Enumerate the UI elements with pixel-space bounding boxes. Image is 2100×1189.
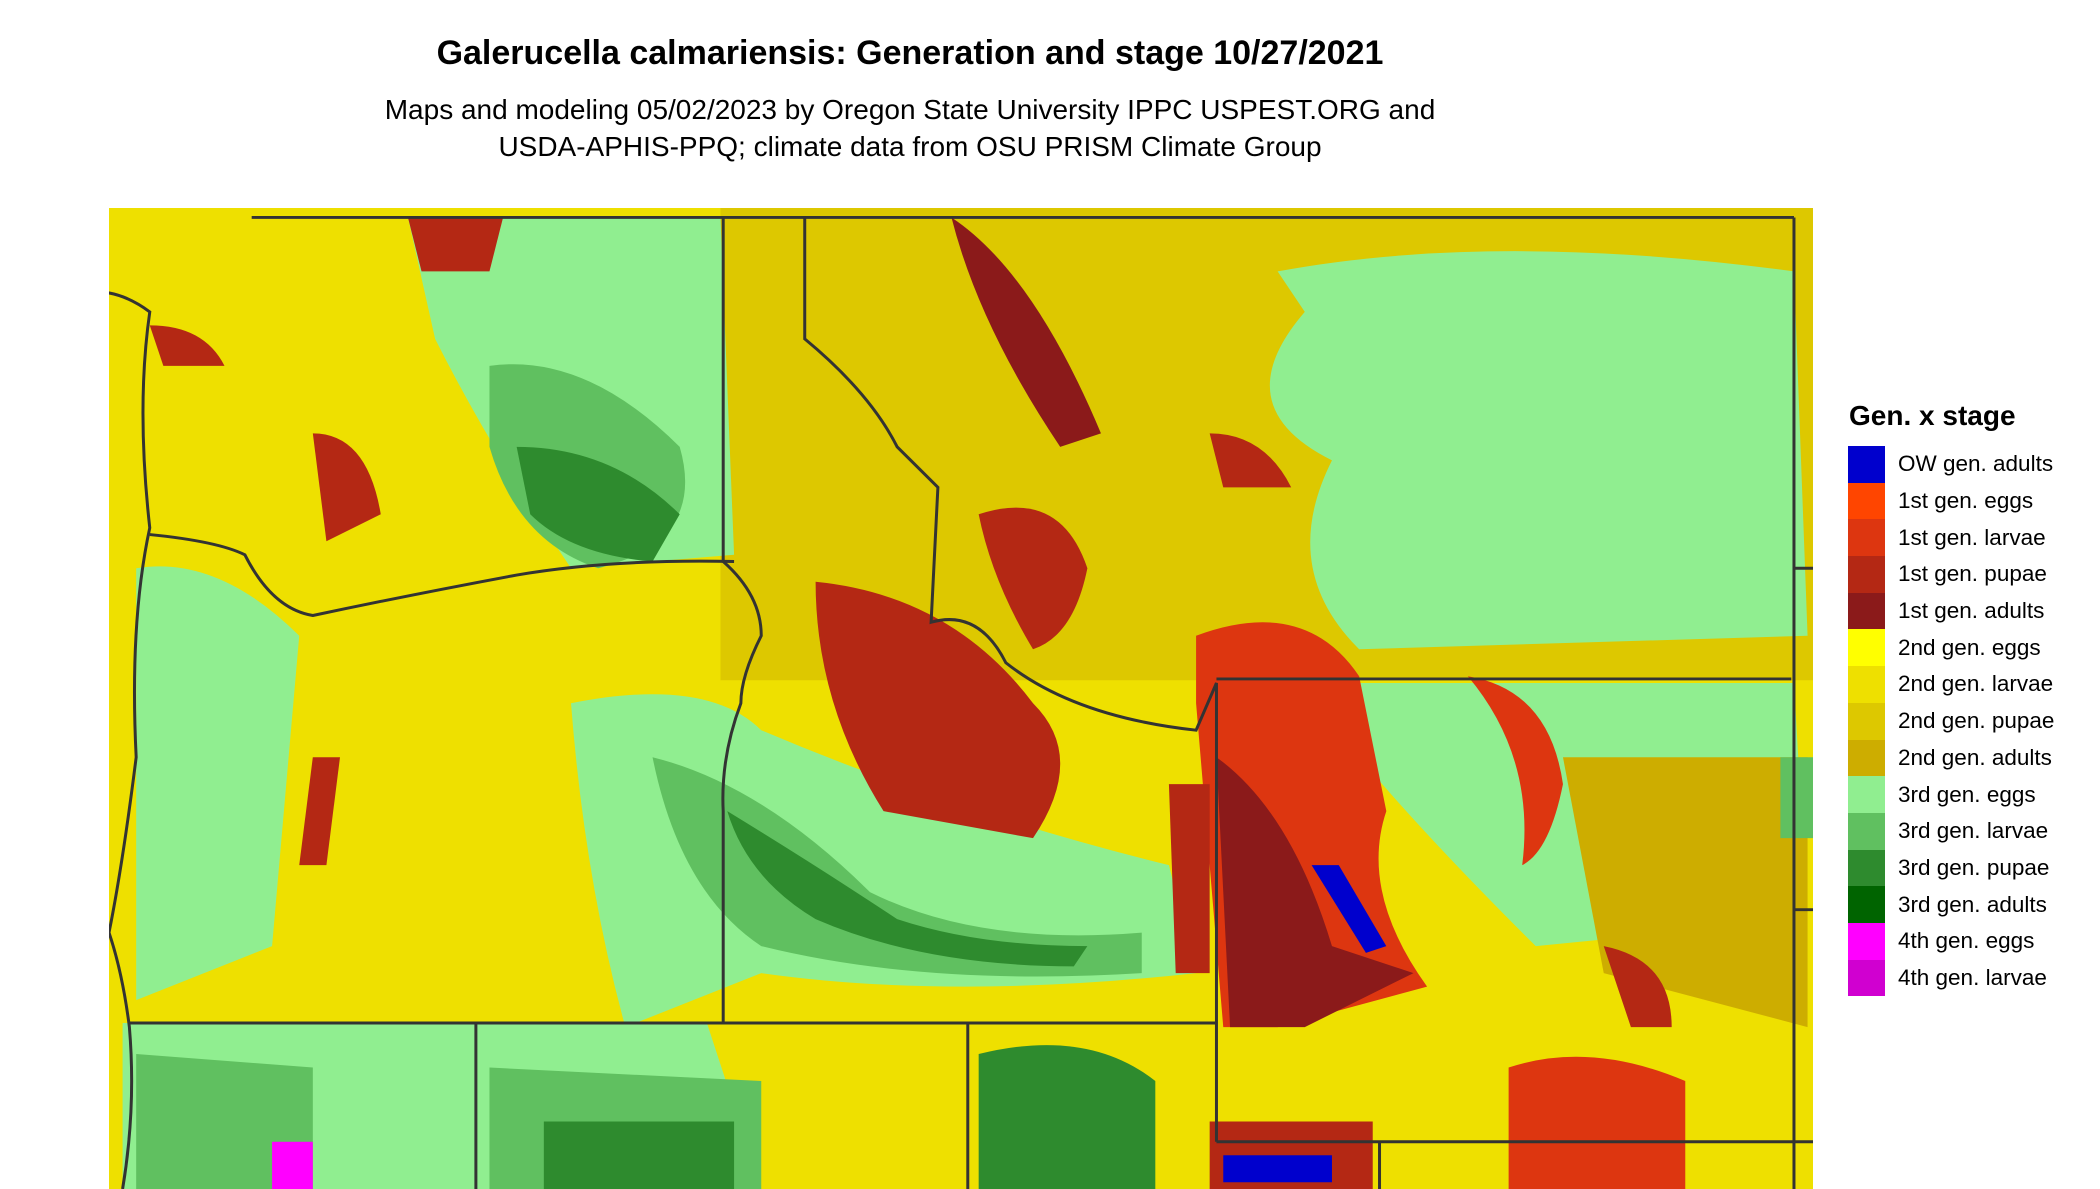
legend-item: OW gen. adults bbox=[1848, 446, 2054, 483]
legend-item: 2nd gen. larvae bbox=[1848, 666, 2054, 703]
legend-swatch bbox=[1848, 812, 1885, 850]
state-boundaries bbox=[109, 215, 1813, 1189]
phenology-map bbox=[109, 208, 1813, 1189]
legend-title: Gen. x stage bbox=[1849, 400, 2016, 431]
legend-swatch bbox=[1848, 629, 1885, 667]
legend-swatch bbox=[1848, 776, 1885, 813]
legend-label: 2nd gen. pupae bbox=[1898, 708, 2055, 734]
legend-item: 3rd gen. pupae bbox=[1848, 849, 2054, 887]
legend-item: 3rd gen. adults bbox=[1848, 886, 2054, 923]
legend-item: 3rd gen. eggs bbox=[1848, 776, 2054, 813]
legend-label: 1st gen. larvae bbox=[1898, 524, 2046, 550]
legend-swatch bbox=[1848, 739, 1885, 777]
legend-label: 3rd gen. pupae bbox=[1898, 854, 2050, 880]
legend-label: 1st gen. pupae bbox=[1898, 561, 2047, 587]
map-title: Galerucella calmariensis: Generation and… bbox=[436, 34, 1384, 72]
legend-label: 3rd gen. larvae bbox=[1898, 818, 2049, 844]
legend-swatch bbox=[1848, 556, 1885, 593]
legend-item: 1st gen. larvae bbox=[1848, 519, 2054, 557]
legend-label: 3rd gen. eggs bbox=[1898, 781, 2036, 807]
legend-item: 1st gen. adults bbox=[1848, 592, 2054, 630]
legend-swatch bbox=[1848, 592, 1885, 630]
legend-label: 3rd gen. adults bbox=[1898, 891, 2047, 917]
legend-swatch bbox=[1848, 922, 1885, 960]
legend-swatch bbox=[1848, 446, 1885, 483]
legend-label: 4th gen. larvae bbox=[1898, 964, 2047, 990]
legend-item: 2nd gen. adults bbox=[1848, 739, 2054, 777]
legend-label: 1st gen. adults bbox=[1898, 598, 2045, 624]
legend-item: 4th gen. larvae bbox=[1848, 959, 2054, 997]
legend-label: 2nd gen. larvae bbox=[1898, 671, 2054, 697]
legend-item: 2nd gen. pupae bbox=[1848, 702, 2055, 740]
first-generation-regions bbox=[149, 217, 1686, 1189]
legend-label: OW gen. adults bbox=[1898, 451, 2054, 477]
legend-item: 4th gen. eggs bbox=[1848, 922, 2054, 960]
legend-item: 1st gen. eggs bbox=[1848, 482, 2054, 520]
legend-swatch bbox=[1848, 959, 1885, 997]
map-subtitle-line1: Maps and modeling 05/02/2023 by Oregon S… bbox=[384, 94, 1436, 125]
map-subtitle-line2: USDA-APHIS-PPQ; climate data from OSU PR… bbox=[498, 131, 1322, 162]
legend-swatch bbox=[1848, 666, 1885, 703]
legend-swatch bbox=[1848, 849, 1885, 887]
stage-regions bbox=[122, 208, 1813, 1189]
legend-label: 4th gen. eggs bbox=[1898, 928, 2035, 954]
legend-swatch bbox=[1848, 886, 1885, 923]
legend-item: 2nd gen. eggs bbox=[1848, 629, 2054, 667]
legend-swatch bbox=[1848, 702, 1885, 740]
legend-label: 2nd gen. adults bbox=[1898, 744, 2052, 770]
legend-label: 1st gen. eggs bbox=[1898, 488, 2034, 514]
legend-item: 3rd gen. larvae bbox=[1848, 812, 2054, 850]
legend-item: 1st gen. pupae bbox=[1848, 556, 2054, 593]
legend: OW gen. adults 1st gen. eggs 1st gen. larv… bbox=[1848, 446, 2055, 997]
legend-label: 2nd gen. eggs bbox=[1898, 634, 2041, 660]
legend-swatch bbox=[1848, 482, 1885, 520]
legend-swatch bbox=[1848, 519, 1885, 557]
